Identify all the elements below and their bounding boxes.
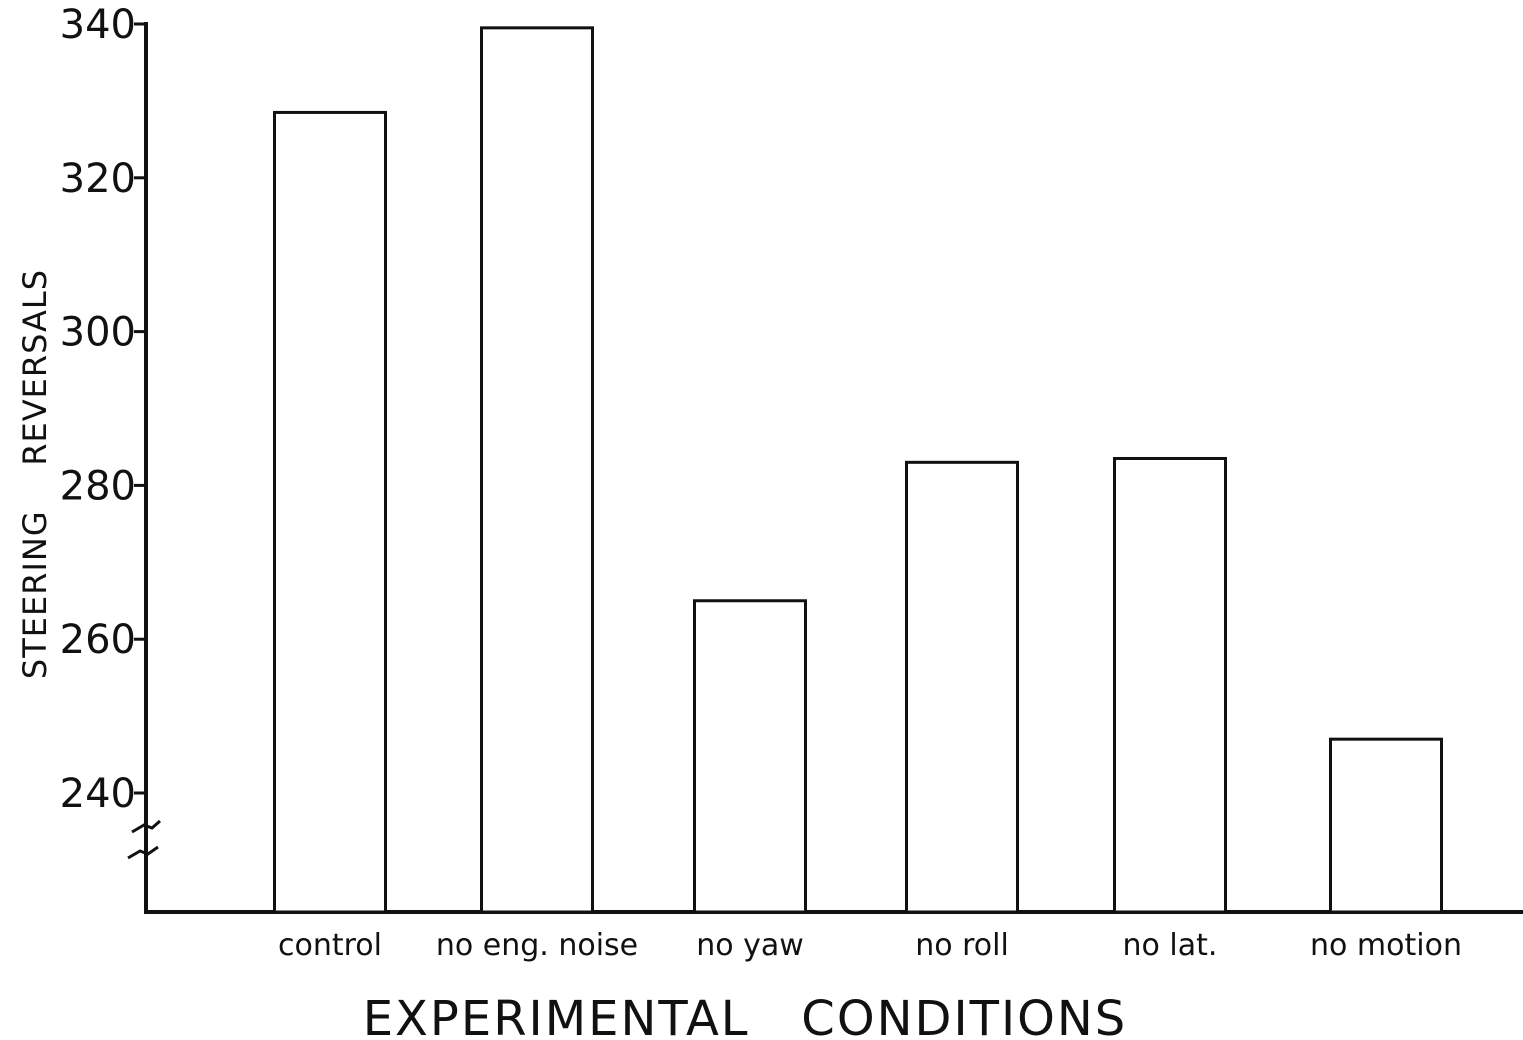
x-tick-label: no roll bbox=[915, 928, 1009, 963]
bar-no-yaw bbox=[693, 599, 807, 914]
x-tick-label: no yaw bbox=[696, 928, 804, 963]
bar-control bbox=[273, 110, 387, 914]
bar-no-motion bbox=[1329, 737, 1443, 914]
bar-no-roll bbox=[905, 460, 1019, 914]
y-tick-label: 260 bbox=[60, 617, 136, 663]
x-tick-label: no eng. noise bbox=[436, 928, 638, 963]
bar-no-lat bbox=[1113, 456, 1227, 914]
y-axis-title: STEERING REVERSALS bbox=[16, 269, 54, 679]
x-tick-label: no motion bbox=[1310, 928, 1462, 963]
bar-no-eng-noise bbox=[480, 26, 594, 914]
x-tick-label: no lat. bbox=[1123, 928, 1218, 963]
y-tick-label: 280 bbox=[60, 463, 136, 509]
axis-break-mark-upper bbox=[131, 819, 161, 834]
y-ticks: 240 260 280 300 320 340 bbox=[60, 2, 146, 817]
y-tick-label: 340 bbox=[60, 2, 136, 48]
y-tick-label: 240 bbox=[60, 771, 136, 817]
axis-break-mark-lower bbox=[127, 845, 159, 860]
bars bbox=[273, 26, 1443, 914]
y-tick-label: 320 bbox=[60, 156, 136, 202]
x-axis-title: EXPERIMENTAL CONDITIONS bbox=[363, 991, 1128, 1040]
x-tick-labels: control no eng. noise no yaw no roll no lat.… bbox=[278, 928, 1462, 963]
y-tick-label: 300 bbox=[60, 310, 136, 356]
x-tick-label: control bbox=[278, 928, 382, 963]
